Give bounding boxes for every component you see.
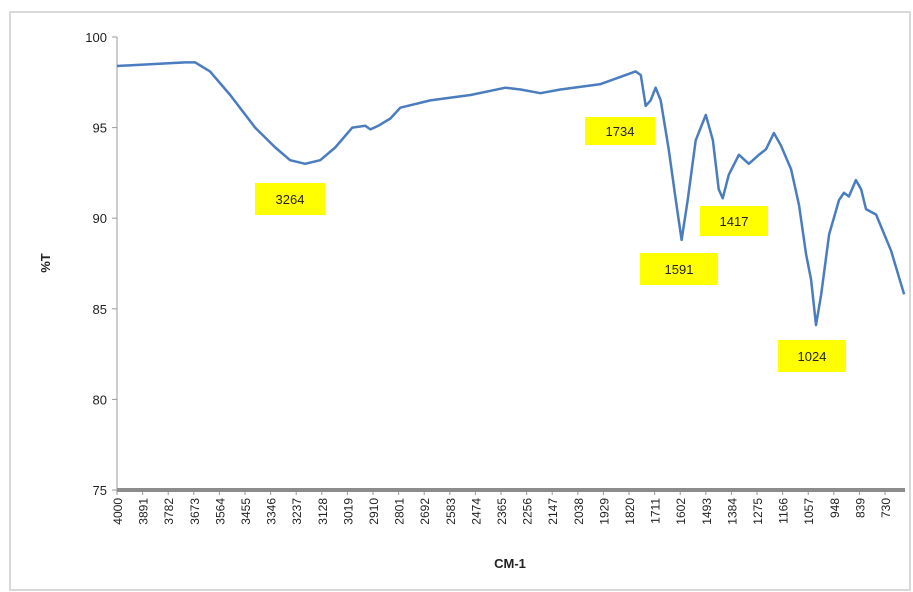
x-tick-label: 3891 bbox=[137, 498, 151, 525]
y-axis-label: %T bbox=[38, 253, 53, 273]
annotation-box bbox=[640, 253, 718, 285]
x-tick-label: 1384 bbox=[725, 498, 739, 525]
x-tick-label: 1820 bbox=[623, 498, 637, 525]
chart-frame bbox=[9, 11, 911, 591]
x-tick-label: 2692 bbox=[418, 498, 432, 525]
y-tick-label: 95 bbox=[93, 121, 107, 136]
x-tick-label: 3673 bbox=[188, 498, 202, 525]
x-tick-label: 1493 bbox=[700, 498, 714, 525]
x-tick-label: 3237 bbox=[290, 498, 304, 525]
x-tick-label: 2038 bbox=[572, 498, 586, 525]
x-tick-label: 1057 bbox=[802, 498, 816, 525]
x-tick-label: 2474 bbox=[469, 498, 483, 525]
spectrum-line bbox=[116, 61, 906, 327]
y-tick-label: 100 bbox=[85, 30, 107, 45]
annotation: 1734 bbox=[606, 124, 635, 139]
x-tick-label: 3564 bbox=[213, 498, 227, 525]
annotation-box bbox=[778, 340, 846, 372]
x-tick-label: 2256 bbox=[521, 498, 535, 525]
annotation: 3264 bbox=[276, 192, 305, 207]
x-tick-label: 1929 bbox=[597, 498, 611, 525]
x-tick-label: 4000 bbox=[111, 498, 125, 525]
x-tick-label: 3019 bbox=[341, 498, 355, 525]
annotation-box bbox=[700, 206, 768, 236]
annotation-box bbox=[255, 183, 325, 215]
x-tick-label: 2365 bbox=[495, 498, 509, 525]
x-tick-label: 2147 bbox=[546, 498, 560, 525]
x-tick-label: 948 bbox=[828, 498, 842, 518]
x-tick-label: 839 bbox=[853, 498, 867, 518]
x-tick-label: 3128 bbox=[316, 498, 330, 525]
x-tick-label: 1711 bbox=[649, 498, 663, 524]
y-tick-label: 75 bbox=[93, 483, 107, 498]
x-axis-label: CM-1 bbox=[494, 556, 526, 571]
y-tick-label: 90 bbox=[93, 211, 107, 226]
y-tick-label: 85 bbox=[93, 302, 107, 317]
x-tick-label: 1166 bbox=[777, 498, 791, 524]
annotation: 1024 bbox=[798, 349, 827, 364]
x-tick-label: 730 bbox=[879, 498, 893, 518]
x-tick-label: 3782 bbox=[162, 498, 176, 525]
x-tick-label: 1602 bbox=[674, 498, 688, 525]
annotation: 1417 bbox=[720, 214, 749, 229]
annotation: 1591 bbox=[665, 262, 694, 277]
x-tick-label: 3346 bbox=[265, 498, 279, 525]
y-tick-label: 80 bbox=[93, 392, 107, 407]
x-tick-label: 2910 bbox=[367, 498, 381, 525]
x-tick-label: 2801 bbox=[393, 498, 407, 525]
x-tick-label: 3455 bbox=[239, 498, 253, 525]
x-tick-label: 1275 bbox=[751, 498, 765, 525]
x-tick-label: 2583 bbox=[444, 498, 458, 525]
annotation-box bbox=[585, 117, 655, 145]
